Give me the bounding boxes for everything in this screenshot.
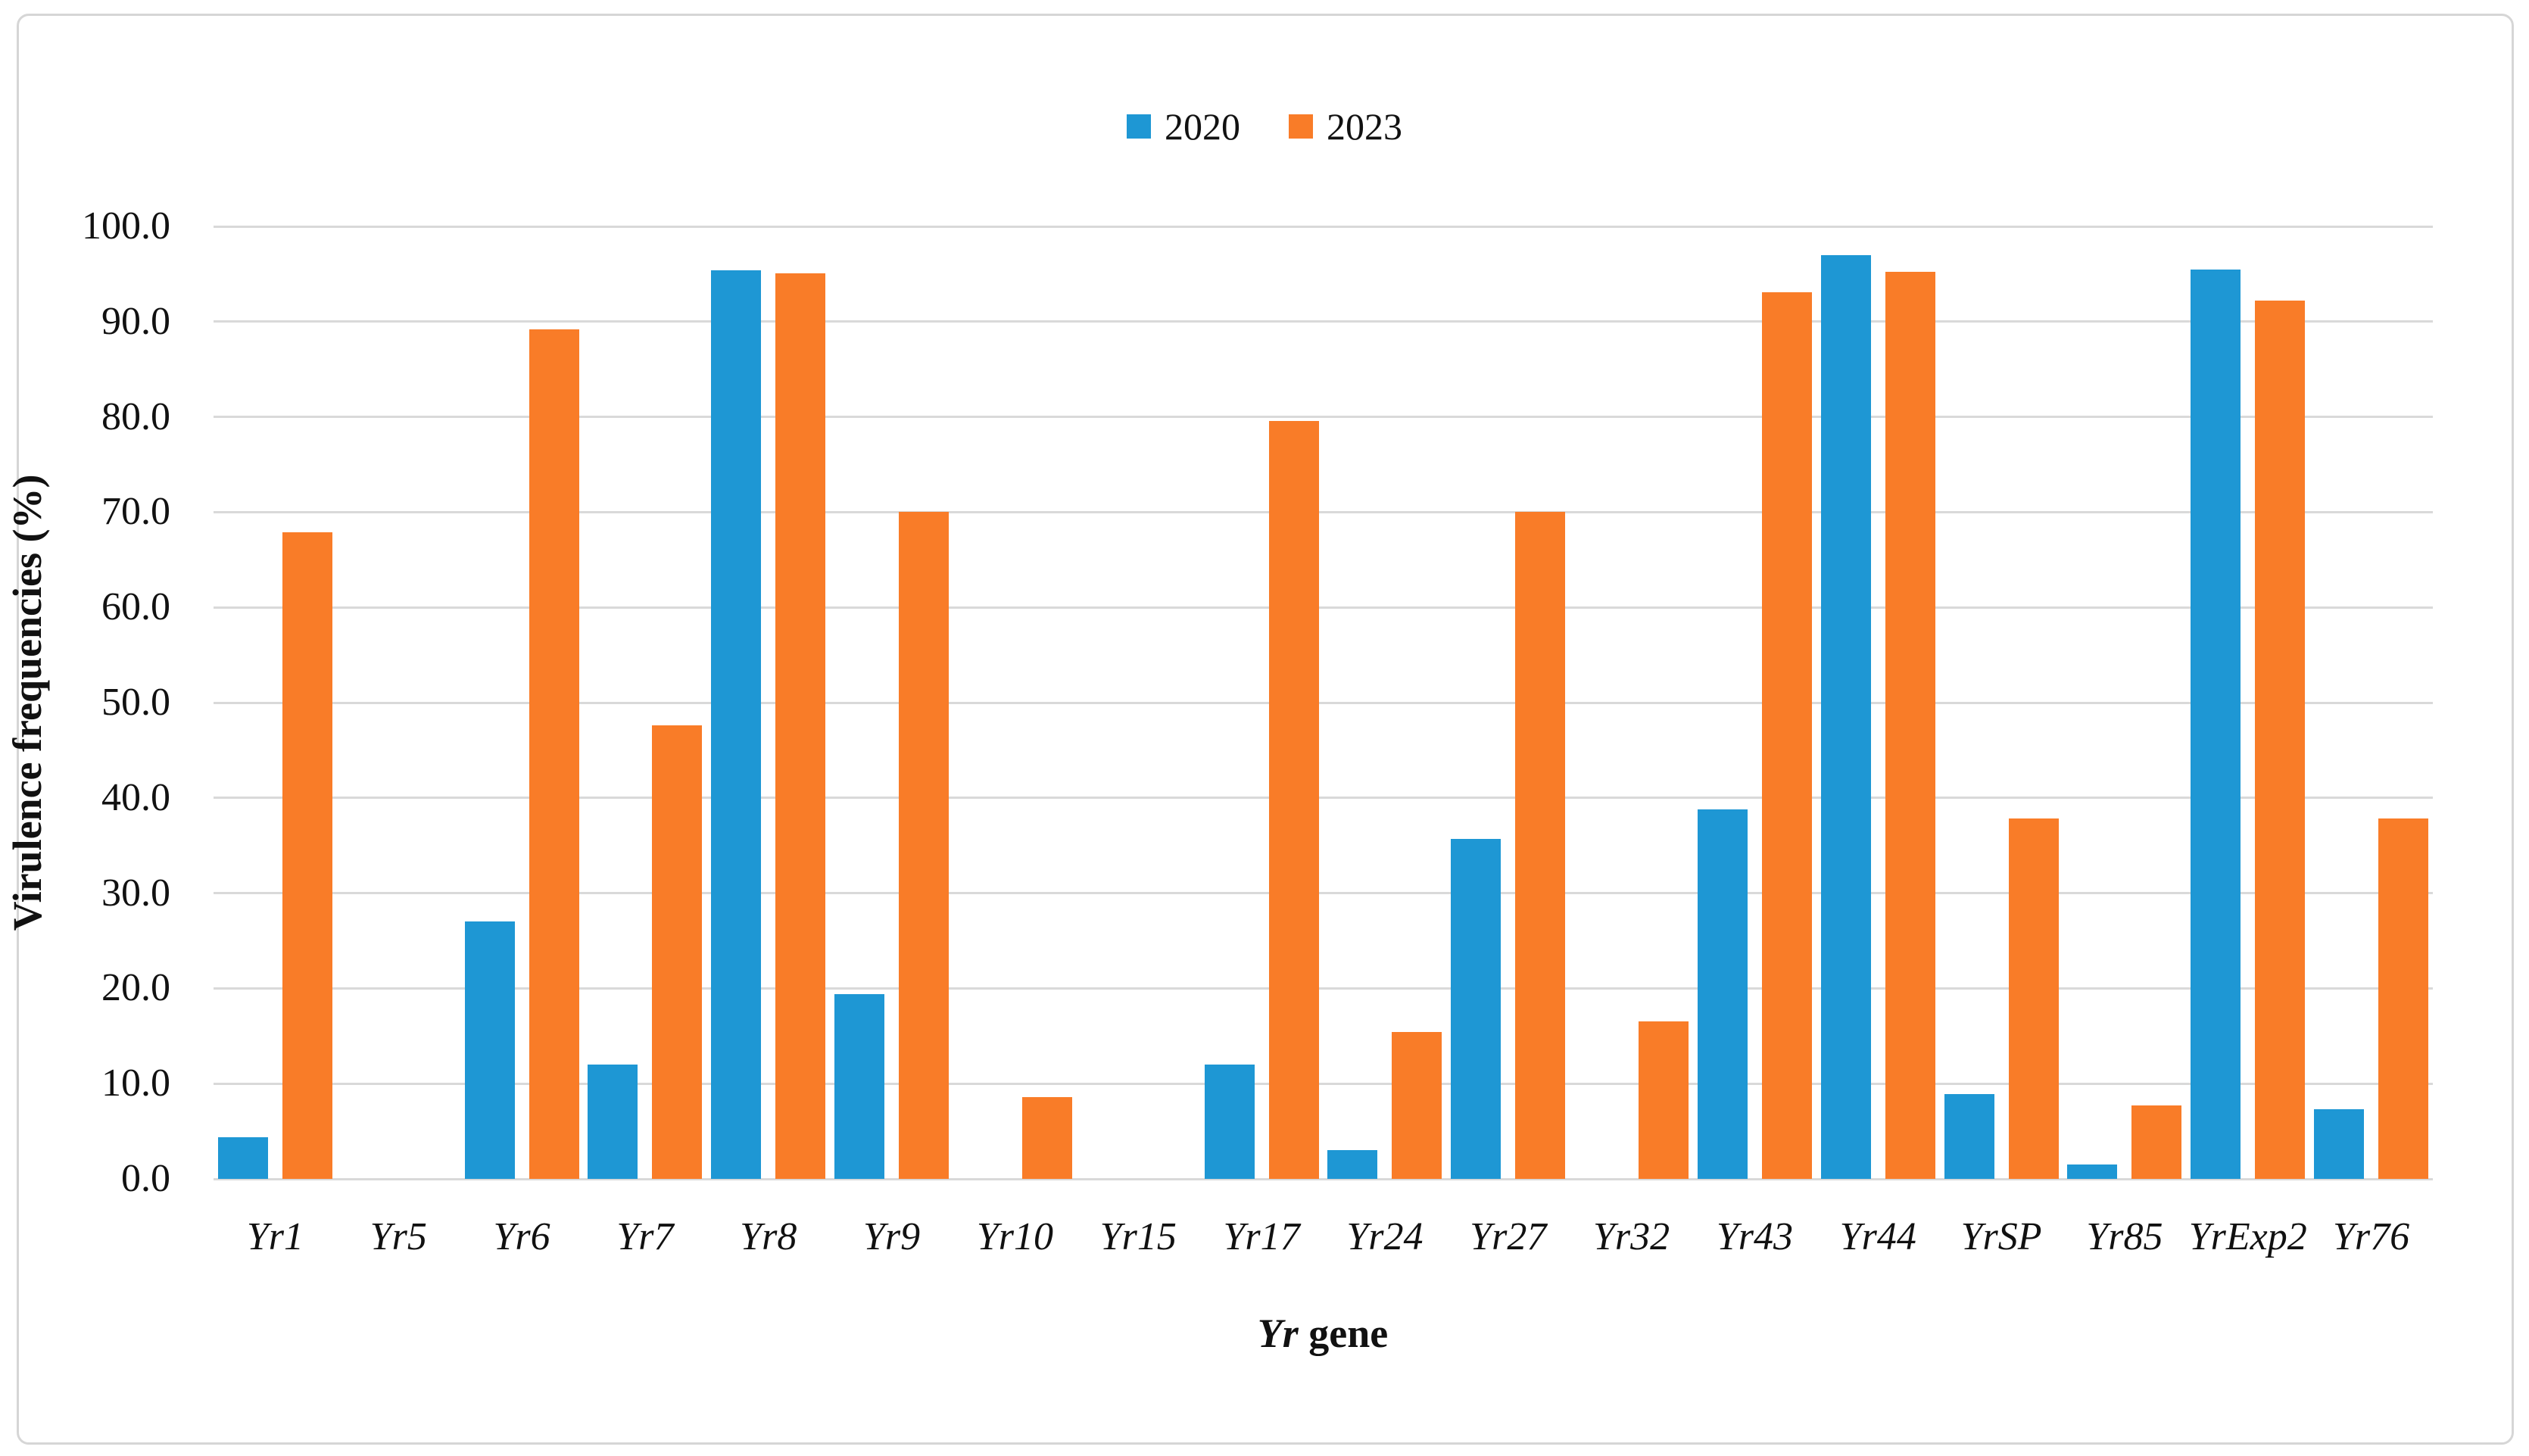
bar-2023-Yr24 <box>1392 1032 1442 1179</box>
figure-border <box>17 14 2514 1445</box>
y-tick-label-60.0: 60.0 <box>101 585 170 629</box>
x-category-label-Yr27: Yr27 <box>1470 1215 1547 1258</box>
bar-2023-Yr6 <box>529 329 579 1179</box>
bar-2020-Yr43 <box>1697 809 1748 1179</box>
legend-label-2020: 2020 <box>1165 105 1240 148</box>
gridline-0.0 <box>214 1177 2433 1180</box>
bar-2020-Yr76 <box>2314 1109 2365 1179</box>
legend-swatch-2020-icon <box>1127 114 1151 139</box>
bar-2023-Yr10 <box>1021 1096 1072 1179</box>
x-category-label-YrSP: YrSP <box>1960 1215 2042 1258</box>
x-category-label-Yr1: Yr1 <box>246 1215 304 1258</box>
bar-2023-Yr27 <box>1515 512 1566 1179</box>
bar-2023-Yr85 <box>2131 1105 2182 1179</box>
x-axis-title-rest-part: gene <box>1298 1311 1389 1356</box>
x-category-label-Yr9: Yr9 <box>863 1215 921 1258</box>
gridline-60.0 <box>214 606 2433 609</box>
bar-2020-Yr27 <box>1451 838 1501 1179</box>
x-axis-title: Yr gene <box>1258 1310 1388 1357</box>
bar-2020-Yr7 <box>588 1065 638 1179</box>
gridline-10.0 <box>214 1082 2433 1085</box>
x-category-label-YrExp2: YrExp2 <box>2188 1215 2307 1258</box>
y-tick-label-0.0: 0.0 <box>121 1157 170 1200</box>
gridline-40.0 <box>214 797 2433 800</box>
y-tick-label-40.0: 40.0 <box>101 775 170 819</box>
y-tick-label-30.0: 30.0 <box>101 871 170 915</box>
bar-2023-Yr32 <box>1639 1021 1689 1179</box>
bar-2023-Yr17 <box>1268 420 1319 1179</box>
bar-2020-Yr44 <box>1820 254 1871 1179</box>
bar-2023-Yr9 <box>899 512 950 1179</box>
legend-item-2023: 2023 <box>1289 108 1402 145</box>
bar-2023-Yr76 <box>2378 818 2429 1179</box>
bar-2020-Yr6 <box>464 921 515 1179</box>
x-category-label-Yr15: Yr15 <box>1099 1215 1177 1258</box>
bar-2020-Yr9 <box>834 993 885 1179</box>
y-tick-label-100.0: 100.0 <box>82 204 170 248</box>
y-tick-label-50.0: 50.0 <box>101 681 170 724</box>
x-category-label-Yr76: Yr76 <box>2333 1215 2410 1258</box>
gridline-90.0 <box>214 320 2433 323</box>
y-tick-label-20.0: 20.0 <box>101 966 170 1010</box>
y-tick-label-10.0: 10.0 <box>101 1062 170 1105</box>
bar-2023-Yr7 <box>652 725 703 1179</box>
gridline-100.0 <box>214 225 2433 228</box>
bar-2023-YrExp2 <box>2255 301 2306 1179</box>
bar-2023-Yr43 <box>1761 292 1812 1179</box>
bar-2020-Yr85 <box>2067 1164 2118 1179</box>
legend-label-2023: 2023 <box>1327 105 1402 148</box>
legend-swatch-2023-icon <box>1289 114 1313 139</box>
bar-2020-Yr1 <box>217 1136 268 1179</box>
x-axis-title-italic-part: Yr <box>1257 1311 1299 1356</box>
bar-2023-Yr44 <box>1885 272 1935 1179</box>
x-category-label-Yr43: Yr43 <box>1716 1215 1793 1258</box>
x-category-label-Yr5: Yr5 <box>370 1215 427 1258</box>
bar-2023-YrSP <box>2008 818 2059 1179</box>
y-tick-label-70.0: 70.0 <box>101 490 170 534</box>
gridline-20.0 <box>214 987 2433 990</box>
x-category-label-Yr32: Yr32 <box>1593 1215 1670 1258</box>
gridline-70.0 <box>214 510 2433 513</box>
bar-2020-Yr8 <box>711 270 762 1179</box>
legend-item-2020: 2020 <box>1127 108 1240 145</box>
bar-2020-Yr17 <box>1204 1065 1255 1179</box>
bar-2020-YrSP <box>1944 1094 1994 1179</box>
y-tick-label-80.0: 80.0 <box>101 394 170 438</box>
bar-2023-Yr8 <box>775 273 826 1179</box>
gridline-30.0 <box>214 892 2433 895</box>
gridline-50.0 <box>214 701 2433 704</box>
chart-legend: 2020 2023 <box>1127 108 1402 145</box>
x-category-label-Yr7: Yr7 <box>616 1215 674 1258</box>
x-category-label-Yr17: Yr17 <box>1223 1215 1300 1258</box>
y-tick-label-90.0: 90.0 <box>101 299 170 343</box>
bar-2020-Yr24 <box>1327 1150 1378 1179</box>
bar-2023-Yr1 <box>282 532 332 1179</box>
x-category-label-Yr85: Yr85 <box>2086 1215 2163 1258</box>
bar-2020-YrExp2 <box>2191 269 2241 1179</box>
x-category-label-Yr44: Yr44 <box>1839 1215 1916 1258</box>
x-category-label-Yr24: Yr24 <box>1346 1215 1424 1258</box>
x-category-label-Yr10: Yr10 <box>976 1215 1053 1258</box>
x-category-label-Yr6: Yr6 <box>493 1215 550 1258</box>
x-category-label-Yr8: Yr8 <box>740 1215 797 1258</box>
plot-area <box>214 225 2433 1180</box>
gridline-80.0 <box>214 416 2433 419</box>
